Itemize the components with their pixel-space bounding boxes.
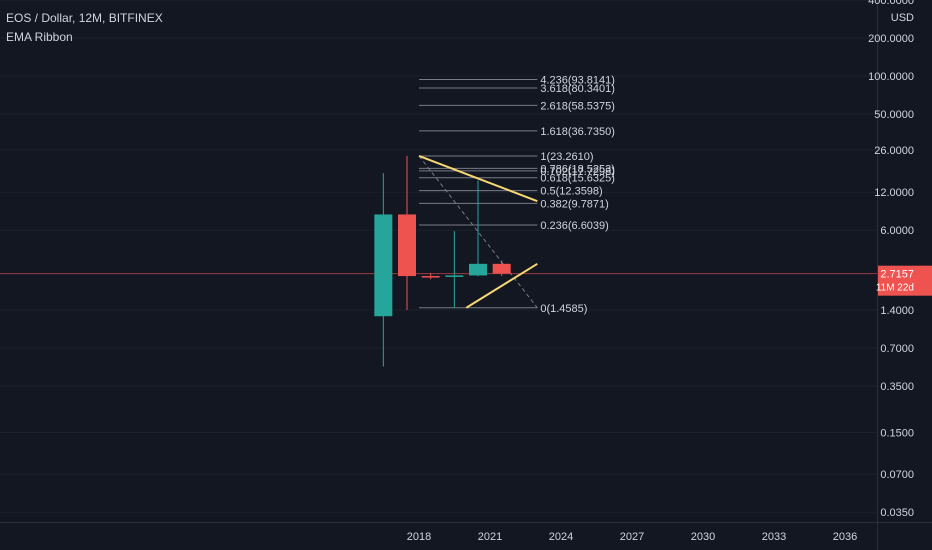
price-tick-label: 400.0000 [868, 0, 914, 7]
fib-level-label: 0.618(15.6325) [540, 173, 615, 185]
fib-level-label: 0.702(17.7298) [540, 166, 615, 178]
time-tick-label: 2030 [691, 531, 715, 543]
candles[interactable] [374, 155, 511, 367]
fib-level-label: 4.236(93.8141) [540, 75, 615, 87]
fib-level-label: 1(23.2610) [540, 151, 593, 163]
chart-legend: EOS / Dollar, 12M, BITFINEX EMA Ribbon [6, 9, 163, 47]
price-grid [0, 0, 877, 512]
time-tick-label: 2018 [407, 531, 431, 543]
fib-level-label: 0.786(18.5253) [540, 163, 615, 175]
price-tick-label: 0.1500 [880, 427, 914, 439]
last-price-value: 2.7157 [880, 269, 914, 281]
price-axis[interactable]: 400.0000 200.0000 100.0000 50.0000 26.0000 12… [868, 0, 932, 519]
price-tick-label: 100.0000 [868, 71, 914, 83]
time-tick-label: 2021 [478, 531, 502, 543]
price-tick-label: 6.0000 [880, 225, 914, 237]
trendline [465, 262, 538, 309]
price-tick-label: 50.0000 [874, 109, 914, 121]
fibonacci-extension[interactable]: 0(1.4585) 0.236(6.6039) 0.382(9.7871)0.5(1… [418, 75, 615, 315]
candle-body [421, 276, 440, 278]
price-tick-label: 0.0700 [880, 469, 914, 481]
trendlines[interactable] [418, 155, 538, 309]
fib-level-label: 2.618(58.5375) [540, 100, 615, 112]
price-tick-label: 0.3500 [880, 381, 914, 393]
last-price-badge [878, 265, 932, 296]
fib-level-label: 1.618(36.7350) [540, 126, 615, 138]
trendline [418, 155, 538, 203]
indicator-label[interactable]: EMA Ribbon [6, 30, 73, 44]
time-tick-label: 2027 [620, 531, 644, 543]
price-tick-label: 12.0000 [874, 187, 914, 199]
candle-body [374, 214, 393, 317]
candle-body [398, 214, 416, 277]
price-tick-label: 1.4000 [880, 305, 914, 317]
price-tick-label: 200.0000 [868, 33, 914, 45]
fib-level-label: 0(1.4585) [540, 303, 587, 315]
fib-level-label: 3.618(80.3401) [540, 83, 615, 95]
time-tick-label: 2033 [762, 531, 786, 543]
fib-level-label: 0.382(9.7871) [540, 198, 609, 210]
candle-countdown: 11M 22d [876, 283, 914, 294]
price-tick-label: 26.0000 [874, 145, 914, 157]
candle-body [492, 263, 511, 274]
candle-body [469, 263, 487, 276]
fib-level-label: 0.5(12.3598) [540, 186, 602, 198]
candle-body [445, 275, 464, 277]
price-tick-label: 0.0350 [880, 507, 914, 519]
time-tick-label: 2024 [549, 531, 573, 543]
time-tick-label: 2036 [833, 531, 857, 543]
price-axis-unit: USD [891, 12, 914, 24]
time-axis[interactable]: 2018 2021 2024 2027 2030 2033 2036 [407, 531, 857, 543]
price-tick-label: 0.7000 [880, 343, 914, 355]
symbol-title[interactable]: EOS / Dollar, 12M, BITFINEX [6, 11, 163, 25]
fib-level-label: 0.236(6.6039) [540, 220, 609, 232]
